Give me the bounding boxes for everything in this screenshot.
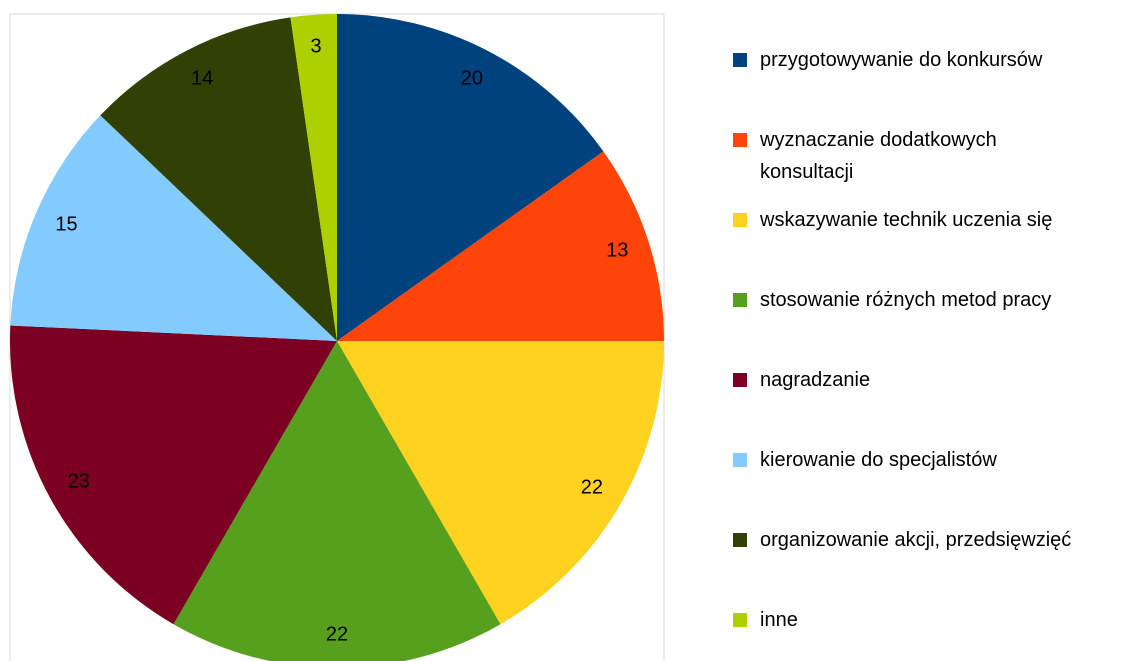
legend-label: inne bbox=[760, 609, 798, 631]
data-label: 3 bbox=[310, 36, 321, 58]
legend-swatch bbox=[733, 453, 747, 467]
pie-slice bbox=[173, 341, 501, 661]
data-label: 22 bbox=[581, 476, 603, 498]
legend-swatch bbox=[733, 613, 747, 627]
legend-item: wskazywanie technik uczenia się bbox=[733, 204, 1093, 236]
legend-item: organizowanie akcji, przedsięwzięć bbox=[733, 524, 1093, 556]
pie-slice bbox=[10, 325, 338, 625]
legend-item: inne bbox=[733, 604, 1093, 636]
legend-label: wskazywanie technik uczenia się bbox=[760, 209, 1053, 231]
legend-item: nagradzanie bbox=[733, 364, 1093, 396]
legend-label: organizowanie akcji, przedsięwzięć bbox=[760, 529, 1072, 551]
legend-swatch bbox=[733, 213, 747, 227]
legend-swatch bbox=[733, 533, 747, 547]
legend-label: wyznaczanie dodatkowych konsultacji bbox=[760, 129, 997, 183]
data-label: 23 bbox=[68, 470, 90, 492]
data-label: 20 bbox=[461, 68, 483, 90]
legend-item: przygotowywanie do konkursów bbox=[733, 44, 1093, 76]
data-label: 15 bbox=[55, 213, 77, 235]
legend-label: stosowanie różnych metod pracy bbox=[760, 289, 1052, 311]
pie-slice bbox=[290, 14, 337, 341]
legend-label: kierowanie do specjalistów bbox=[760, 449, 997, 471]
legend-swatch bbox=[733, 373, 747, 387]
pie-slice bbox=[10, 115, 337, 341]
legend-swatch bbox=[733, 133, 747, 147]
pie-slice bbox=[100, 17, 338, 341]
data-label: 14 bbox=[191, 68, 213, 90]
data-label: 22 bbox=[326, 624, 348, 646]
legend-item: wyznaczanie dodatkowych konsultacji bbox=[733, 124, 1093, 188]
pie-slice bbox=[337, 341, 664, 625]
legend-swatch bbox=[733, 53, 747, 67]
legend-label: przygotowywanie do konkursów bbox=[760, 49, 1043, 71]
pie-slice bbox=[337, 151, 664, 341]
legend-item: kierowanie do specjalistów bbox=[733, 444, 1093, 476]
data-label: 13 bbox=[606, 240, 628, 262]
legend-swatch bbox=[733, 293, 747, 307]
pie-slice bbox=[337, 14, 604, 341]
legend-item: stosowanie różnych metod pracy bbox=[733, 284, 1093, 316]
legend-label: nagradzanie bbox=[760, 369, 871, 391]
